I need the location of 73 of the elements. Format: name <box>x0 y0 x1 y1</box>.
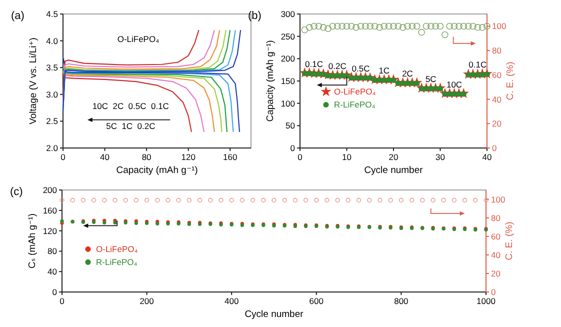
y2-tick-label: 20 <box>492 118 502 129</box>
y-tick-label: 50 <box>286 120 296 131</box>
y-axis-title: Cₛ (mAh g⁻¹) <box>27 213 38 269</box>
legend-label: O-LiFePO₄ <box>334 86 376 97</box>
x-tick-label: 0 <box>298 152 303 162</box>
legend-label: O-LiFePO₄ <box>96 244 138 254</box>
y-tick-label: 3.0 <box>46 89 58 100</box>
annotation: 0.1C <box>468 60 487 70</box>
y2-tick-label: 0 <box>492 143 497 153</box>
y2-tick-label: 0 <box>491 287 496 297</box>
y-tick-label: 200 <box>280 54 296 64</box>
y-tick-label: 3.5 <box>46 62 58 73</box>
y2-tick-label: 60 <box>491 231 501 242</box>
annotation: 0.1C <box>305 58 324 69</box>
y2-tick-label: 60 <box>492 70 502 80</box>
x-axis-title: Capacity (mAh g⁻¹) <box>116 165 198 176</box>
y-tick-label: 120 <box>42 226 58 236</box>
x-tick-label: 120 <box>181 152 196 162</box>
y-tick-label: 200 <box>42 185 58 195</box>
y-tick-label: 4.0 <box>46 36 58 46</box>
x-tick-label: 0 <box>60 296 65 306</box>
y2-tick-label: 80 <box>491 212 501 223</box>
x-tick-label: 40 <box>482 152 492 162</box>
y-tick-label: 0 <box>290 143 296 153</box>
x-axis-title: Cycle number <box>364 165 423 176</box>
x-tick-label: 0 <box>60 152 66 162</box>
annotation: 1C <box>378 66 390 76</box>
y2-tick-label: 40 <box>492 94 502 104</box>
x-tick-label: 10 <box>342 152 352 162</box>
chart-title: (a) <box>11 10 24 22</box>
y2-tick-label: 40 <box>491 250 501 260</box>
y-tick-label: 0 <box>52 287 58 297</box>
y2-tick-label: 80 <box>492 46 502 56</box>
annotation: O-LiFePO₄ <box>117 34 160 44</box>
y-axis-title: Voltage (V vs. Li/Li⁺) <box>28 38 39 124</box>
x-tick-label: 80 <box>142 152 152 162</box>
x-tick-label: 600 <box>309 296 324 306</box>
y-tick-label: 300 <box>280 9 296 19</box>
y2-tick-label: 20 <box>491 268 501 278</box>
annotation: 0.2C <box>328 61 346 72</box>
annotation: 10C 2C 0.5C 0.1C <box>92 101 169 112</box>
y-tick-label: 80 <box>48 246 58 256</box>
y-axis-title: Capacity (mAh g⁻¹) <box>265 40 276 122</box>
y-tick-label: 4.5 <box>46 9 58 19</box>
annotation: 5C 1C 0.2C <box>106 121 156 132</box>
y-tick-label: 150 <box>280 76 296 86</box>
y-tick-label: 160 <box>42 205 58 216</box>
annotation: 0.5C <box>352 63 370 74</box>
annotation: 5C <box>425 74 436 84</box>
x-axis-title: Cycle number <box>244 309 304 320</box>
y-tick-label: 250 <box>280 31 296 42</box>
annotation: 10C <box>446 79 462 90</box>
x-tick-label: 400 <box>224 296 239 306</box>
x-tick-label: 30 <box>436 152 446 162</box>
x-tick-label: 800 <box>394 296 409 306</box>
x-tick-label: 1000 <box>476 296 496 306</box>
x-tick-label: 200 <box>140 296 154 306</box>
x-tick-label: 160 <box>223 152 238 162</box>
y-tick-label: 40 <box>48 266 58 277</box>
x-tick-label: 20 <box>388 152 398 162</box>
y2-tick-label: 100 <box>491 194 506 204</box>
y2-axis-title: C. E. (%) <box>504 222 515 260</box>
chart-title: (c) <box>10 186 23 198</box>
legend-label: R-LiFePO₄ <box>96 257 138 268</box>
y2-axis-title: C. E. (%) <box>505 62 516 100</box>
y-tick-label: 100 <box>280 98 296 108</box>
y-tick-label: 2.0 <box>46 143 58 153</box>
y2-tick-label: 100 <box>492 21 506 32</box>
x-tick-label: 40 <box>100 152 110 162</box>
annotation: 2C <box>402 68 413 79</box>
legend-label: R-LiFePO₄ <box>334 100 376 110</box>
chart-title: (b) <box>248 10 262 22</box>
y-tick-label: 2.5 <box>46 116 58 126</box>
